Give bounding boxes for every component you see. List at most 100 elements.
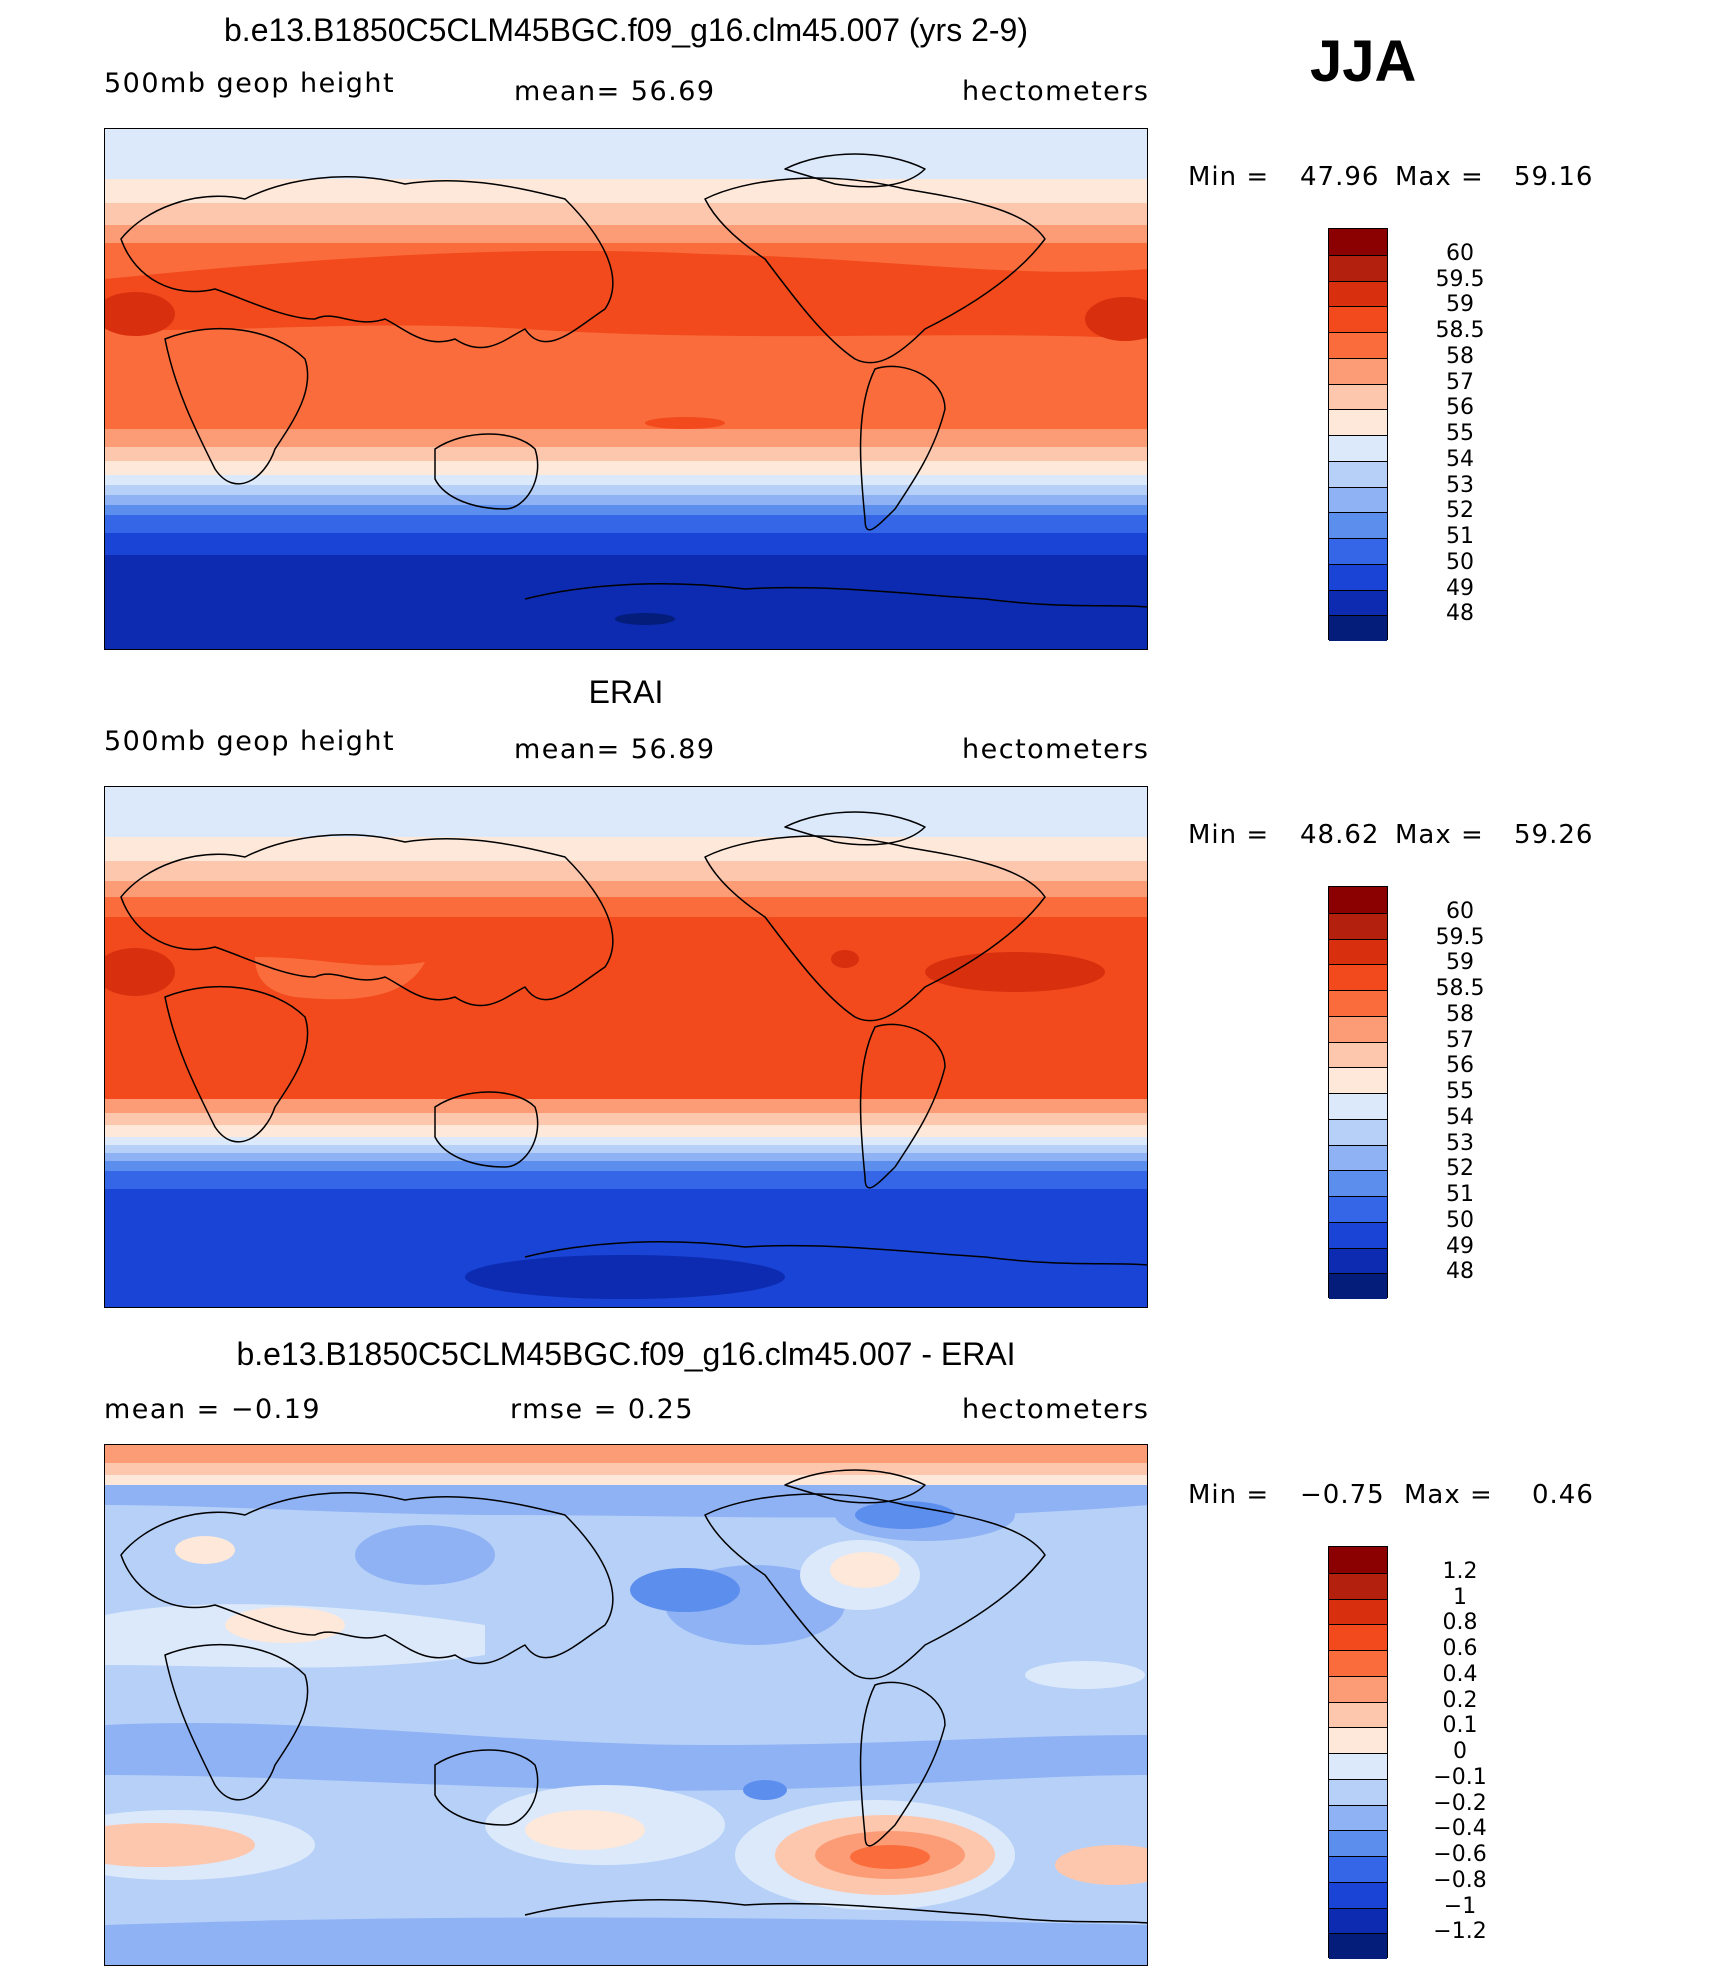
panel-2-map xyxy=(104,786,1148,1308)
legend-swatch xyxy=(1329,938,1387,965)
legend-label: 53 xyxy=(1446,1130,1474,1156)
legend-swatch xyxy=(1329,964,1387,990)
legend-swatch xyxy=(1329,1778,1387,1805)
panel-3-min-value: −0.75 xyxy=(1300,1480,1385,1510)
panel-2-title: ERAI xyxy=(588,674,664,710)
legend-label: 59.5 xyxy=(1435,266,1485,292)
legend-label: −0.6 xyxy=(1433,1842,1487,1867)
legend-label: 1 xyxy=(1453,1584,1467,1610)
legend-label: 58.5 xyxy=(1435,976,1485,1001)
legend-swatch xyxy=(1329,1547,1387,1573)
legend-swatch xyxy=(1329,1196,1387,1222)
legend-swatch xyxy=(1329,1830,1387,1856)
legend-swatch xyxy=(1329,1041,1387,1068)
panel-1-field xyxy=(105,129,1147,649)
panel-3-units-label: hectometers xyxy=(962,1394,1150,1425)
legend-swatch xyxy=(1329,538,1387,564)
panel-1-variable-label: 500mb geop height xyxy=(104,68,396,99)
legend-label: 1.2 xyxy=(1442,1558,1478,1584)
legend-swatch xyxy=(1329,1093,1387,1119)
legend-label: −0.4 xyxy=(1433,1816,1487,1842)
panel-1-min-value: 47.96 xyxy=(1300,162,1380,192)
legend-swatch xyxy=(1329,990,1387,1016)
legend-label: 55 xyxy=(1446,1079,1474,1104)
legend-swatch xyxy=(1329,1675,1387,1702)
legend-label: 0 xyxy=(1453,1739,1467,1764)
legend-swatch xyxy=(1329,912,1387,939)
legend-label: 58 xyxy=(1446,343,1474,369)
panel-3-title: b.e13.B1850C5CLM45BGC.f09_g16.clm45.007 … xyxy=(236,1336,1016,1372)
legend-label: 55 xyxy=(1446,421,1474,446)
panel-2-max-label: Max = xyxy=(1395,820,1484,850)
panel-1-legend-bar xyxy=(1328,228,1388,641)
legend-swatch xyxy=(1329,512,1387,538)
legend-swatch xyxy=(1329,1015,1387,1042)
panel-1-mean-label: mean= 56.69 xyxy=(514,76,716,107)
legend-swatch xyxy=(1329,229,1387,255)
panel-2-legend-bar xyxy=(1328,886,1388,1299)
legend-swatch xyxy=(1329,1727,1387,1753)
legend-swatch xyxy=(1329,1933,1387,1959)
legend-label: 51 xyxy=(1446,1182,1474,1207)
legend-label: 59.5 xyxy=(1435,924,1485,950)
legend-label: 58.5 xyxy=(1435,318,1485,343)
legend-label: 57 xyxy=(1446,369,1474,395)
legend-swatch xyxy=(1329,1572,1387,1599)
legend-swatch xyxy=(1329,254,1387,281)
legend-swatch xyxy=(1329,1247,1387,1274)
legend-label: 60 xyxy=(1446,898,1474,924)
panel-2-units-label: hectometers xyxy=(962,734,1150,765)
legend-swatch xyxy=(1329,1624,1387,1650)
legend-swatch xyxy=(1329,306,1387,332)
legend-swatch xyxy=(1329,1650,1387,1676)
legend-label: 48 xyxy=(1446,1259,1474,1285)
legend-label: 59 xyxy=(1446,950,1474,976)
panel-2-min-label: Min = xyxy=(1188,820,1270,850)
legend-swatch xyxy=(1329,383,1387,410)
legend-swatch xyxy=(1329,1144,1387,1171)
legend-swatch xyxy=(1329,435,1387,461)
legend-swatch xyxy=(1329,1804,1387,1831)
panel-3-min-label: Min = xyxy=(1188,1480,1270,1510)
panel-3-mean-label: mean = −0.19 xyxy=(104,1394,322,1425)
legend-swatch xyxy=(1329,357,1387,384)
legend-swatch xyxy=(1329,1221,1387,1248)
legend-swatch xyxy=(1329,1067,1387,1093)
panel-2-min-value: 48.62 xyxy=(1300,820,1380,850)
legend-swatch xyxy=(1329,1856,1387,1882)
panel-1-map xyxy=(104,128,1148,650)
legend-label: 60 xyxy=(1446,240,1474,266)
panel-3-max-label: Max = xyxy=(1404,1480,1493,1510)
panel-2-variable-label: 500mb geop height xyxy=(104,726,396,757)
panel-3-rmse-label: rmse = 0.25 xyxy=(510,1394,695,1425)
legend-swatch xyxy=(1329,409,1387,435)
legend-swatch xyxy=(1329,1170,1387,1196)
legend-label: 0.2 xyxy=(1442,1687,1478,1713)
panel-3-field xyxy=(105,1445,1147,1965)
legend-swatch xyxy=(1329,332,1387,358)
legend-swatch xyxy=(1329,1701,1387,1728)
legend-label: −0.1 xyxy=(1433,1764,1487,1790)
legend-label: 52 xyxy=(1446,1156,1474,1182)
panel-1-max-value: 59.16 xyxy=(1514,162,1594,192)
legend-label: −0.2 xyxy=(1433,1790,1487,1816)
legend-label: −0.8 xyxy=(1433,1867,1487,1893)
panel-3-max-value: 0.46 xyxy=(1532,1480,1594,1510)
legend-swatch xyxy=(1329,1598,1387,1625)
legend-label: 54 xyxy=(1446,1104,1474,1130)
legend-label: 53 xyxy=(1446,472,1474,498)
legend-label: 49 xyxy=(1446,1233,1474,1259)
legend-label: 52 xyxy=(1446,498,1474,524)
legend-label: 51 xyxy=(1446,524,1474,549)
panel-1-max-label: Max = xyxy=(1395,162,1484,192)
panel-2-field xyxy=(105,787,1147,1307)
panel-3-legend-bar xyxy=(1328,1546,1388,1959)
legend-label: 50 xyxy=(1446,1207,1474,1233)
legend-swatch xyxy=(1329,615,1387,641)
panel-1-title: b.e13.B1850C5CLM45BGC.f09_g16.clm45.007 … xyxy=(224,12,1028,48)
legend-label: 54 xyxy=(1446,446,1474,472)
panel-3-map xyxy=(104,1444,1148,1966)
legend-swatch xyxy=(1329,460,1387,487)
legend-swatch xyxy=(1329,1907,1387,1934)
panel-1-units-label: hectometers xyxy=(962,76,1150,107)
